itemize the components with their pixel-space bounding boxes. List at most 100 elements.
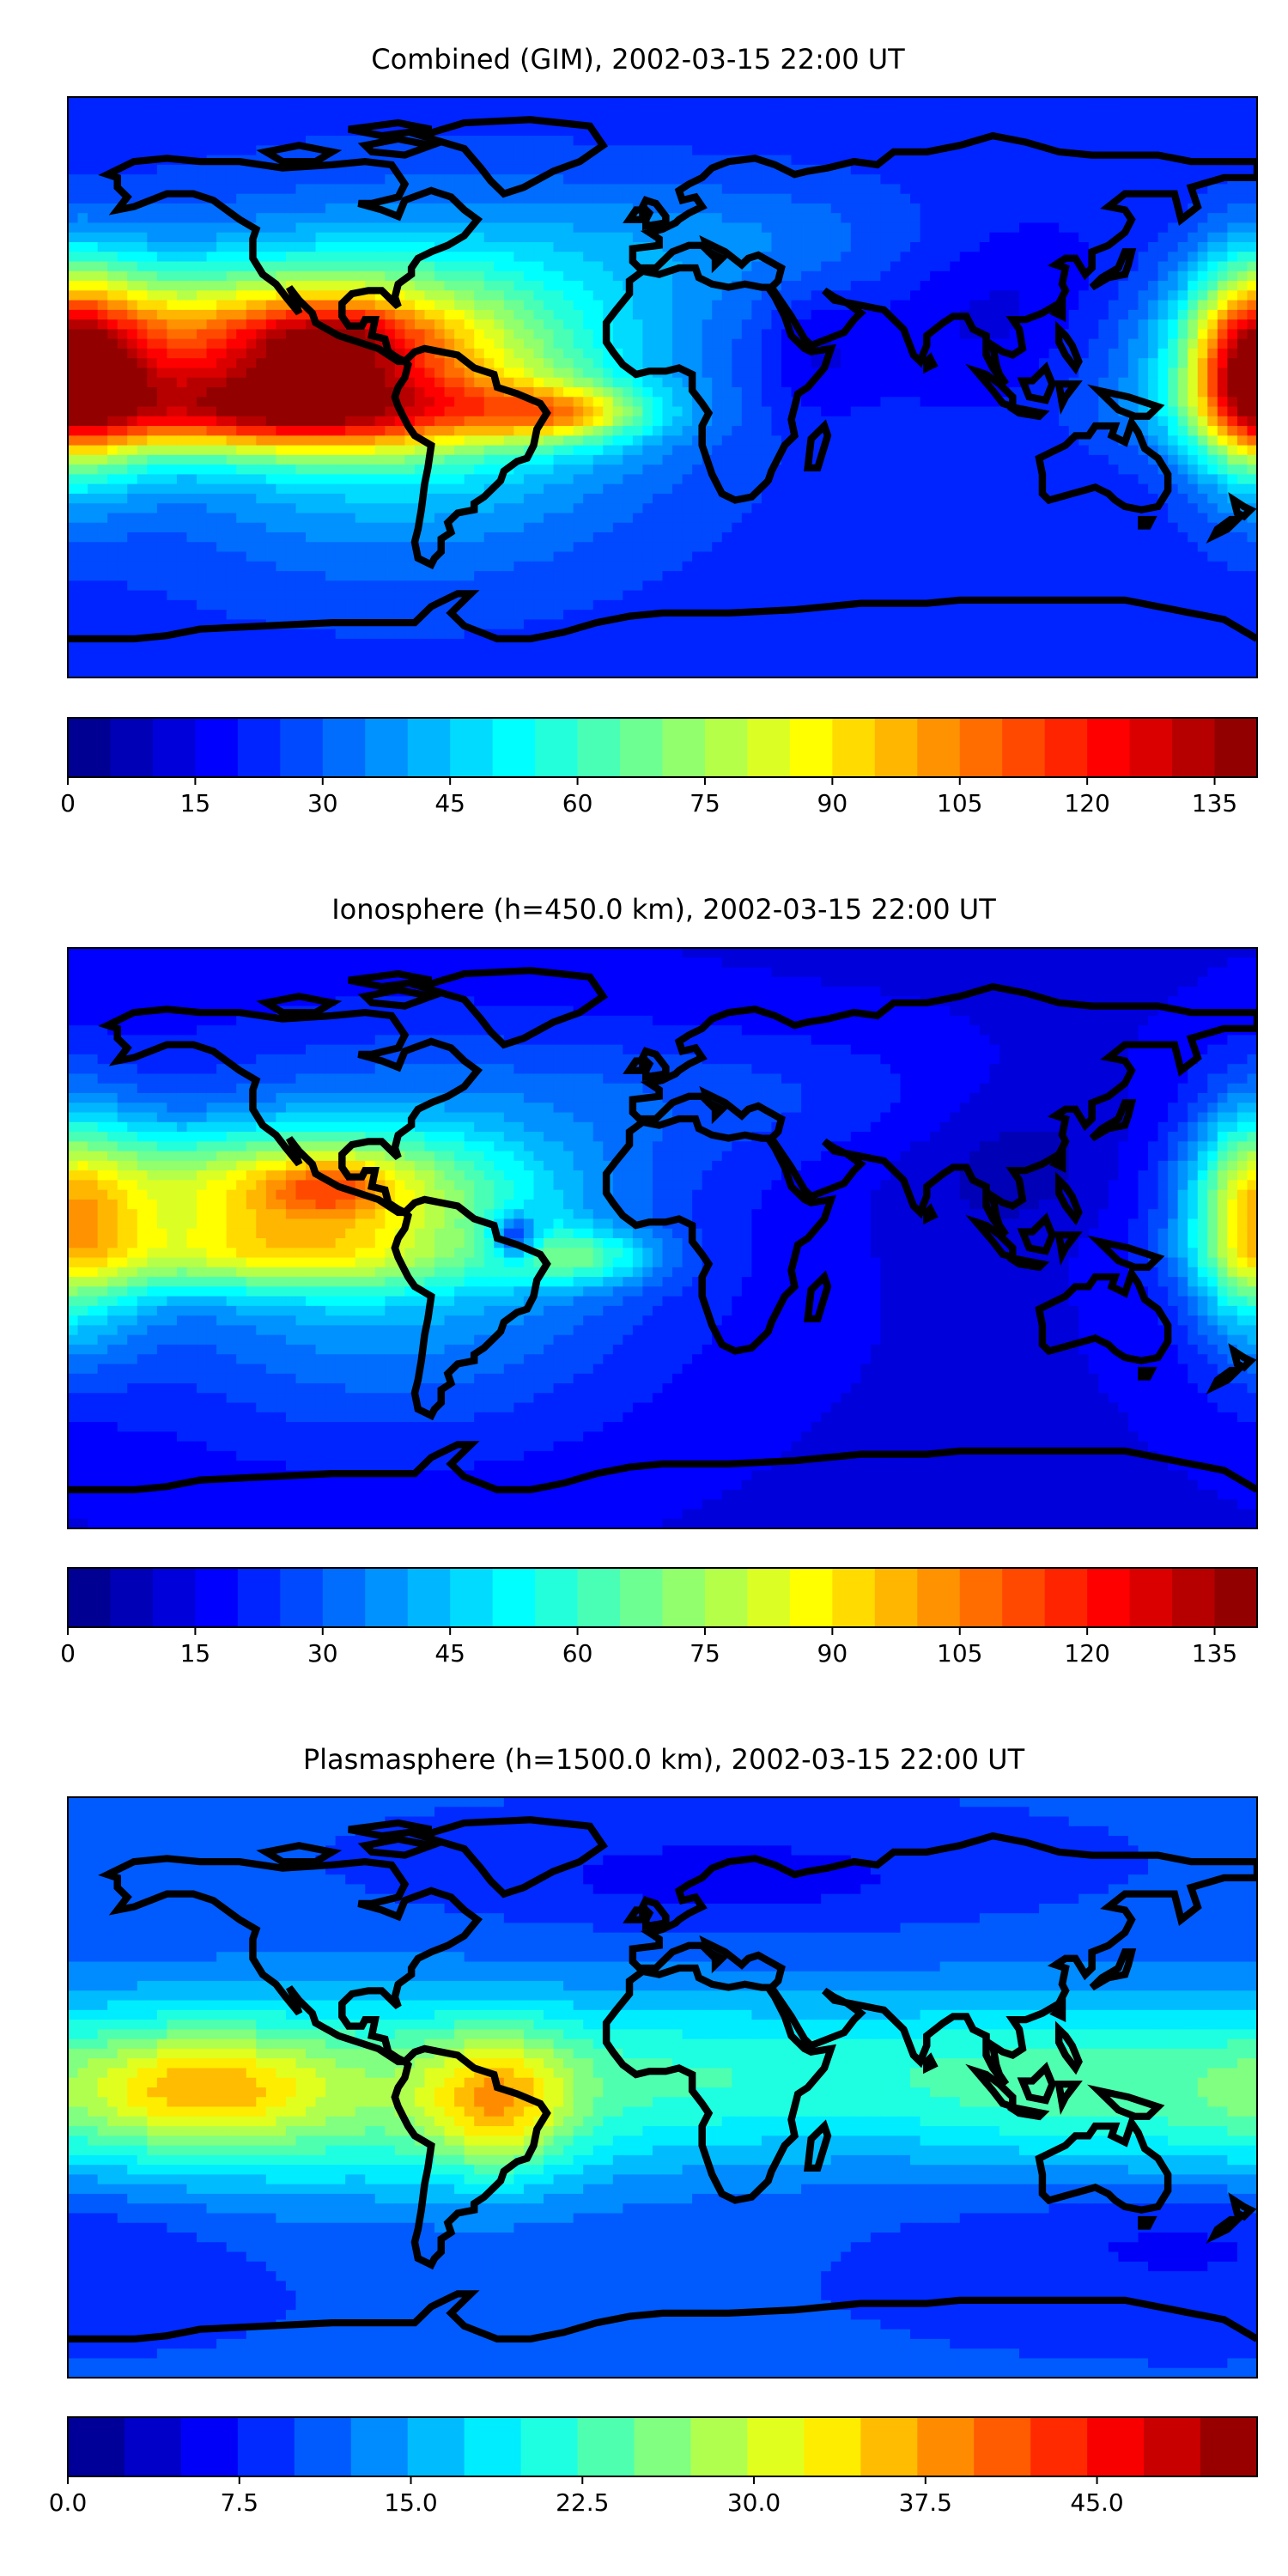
field-cell (256, 184, 267, 195)
field-cell (454, 474, 465, 485)
field-cell (890, 426, 902, 436)
field-cell (107, 397, 118, 408)
field-cell (830, 445, 841, 456)
field-cell (167, 97, 178, 107)
field-cell (513, 426, 525, 436)
field-cell (652, 97, 664, 107)
field-cell (841, 426, 852, 436)
field-cell (1019, 465, 1030, 475)
field-cell (553, 106, 564, 118)
field-cell (414, 406, 426, 417)
field-cell (335, 435, 346, 447)
field-cell (890, 270, 902, 282)
field-cell (920, 377, 931, 388)
field-cell (464, 136, 475, 146)
field-cell (147, 174, 158, 185)
field-cell (939, 136, 951, 146)
field-cell (1207, 387, 1218, 398)
field-cell (1118, 309, 1129, 320)
field-cell (989, 164, 1000, 175)
field-cell (1217, 416, 1228, 427)
field-cell (256, 290, 267, 301)
field-cell (345, 445, 356, 456)
field-cell (414, 454, 426, 465)
field-cell (751, 203, 762, 214)
field-cell (841, 435, 852, 447)
field-cell (494, 203, 505, 214)
field-cell (662, 416, 673, 427)
field-cell (672, 106, 683, 118)
field-cell (603, 232, 614, 243)
field-cell (821, 300, 832, 311)
field-cell (553, 193, 564, 204)
field-cell (969, 416, 981, 427)
field-cell (226, 465, 237, 475)
field-cell (870, 97, 882, 107)
field-cell (1188, 309, 1199, 320)
field-cell (781, 387, 793, 398)
field-cell (830, 426, 841, 436)
field-cell (394, 445, 406, 456)
field-cell (563, 387, 574, 398)
field-cell (1078, 290, 1090, 301)
field-cell (860, 213, 872, 224)
field-cell (117, 387, 128, 398)
field-cell (880, 377, 891, 388)
field-cell (167, 474, 178, 485)
field-cell (553, 416, 564, 427)
field-cell (355, 377, 366, 388)
field-cell (652, 319, 664, 330)
field-cell (246, 97, 257, 107)
field-cell (910, 377, 921, 388)
field-cell (107, 300, 118, 311)
field-cell (603, 426, 614, 436)
field-cell (741, 270, 752, 282)
field-cell (652, 155, 664, 166)
field-cell (702, 203, 713, 214)
field-cell (692, 106, 703, 118)
field-cell (920, 483, 931, 495)
field-cell (167, 261, 178, 272)
field-cell (850, 97, 861, 107)
field-cell (682, 454, 693, 465)
field-cell (355, 270, 366, 282)
field-cell (494, 329, 505, 340)
field-cell (1088, 358, 1099, 369)
field-cell (1138, 174, 1149, 185)
field-cell (295, 397, 307, 408)
field-cell (890, 242, 902, 252)
field-cell (1217, 348, 1228, 359)
field-cell (811, 281, 822, 291)
field-cell (523, 125, 535, 137)
field-cell (186, 145, 197, 156)
field-cell (88, 270, 99, 282)
field-cell (295, 261, 307, 272)
field-cell (612, 281, 623, 291)
field-cell (464, 281, 475, 291)
field-cell (424, 300, 435, 311)
field-cell (454, 309, 465, 320)
field-cell (910, 435, 921, 447)
field-cell (276, 232, 287, 243)
field-cell (306, 164, 317, 175)
field-cell (523, 97, 535, 107)
field-cell (1019, 164, 1030, 175)
field-cell (1157, 242, 1169, 252)
field-cell (672, 319, 683, 330)
field-cell (265, 416, 276, 427)
field-cell (950, 416, 961, 427)
field-cell (603, 222, 614, 234)
field-cell (712, 164, 723, 175)
field-cell (385, 338, 396, 349)
field-cell (513, 281, 525, 291)
field-cell (1088, 416, 1099, 427)
field-cell (830, 474, 841, 485)
field-cell (830, 97, 841, 107)
field-cell (712, 203, 723, 214)
field-cell (355, 174, 366, 185)
field-cell (1127, 406, 1139, 417)
field-cell (503, 155, 514, 166)
field-cell (1088, 445, 1099, 456)
field-cell (88, 309, 99, 320)
field-cell (374, 174, 386, 185)
